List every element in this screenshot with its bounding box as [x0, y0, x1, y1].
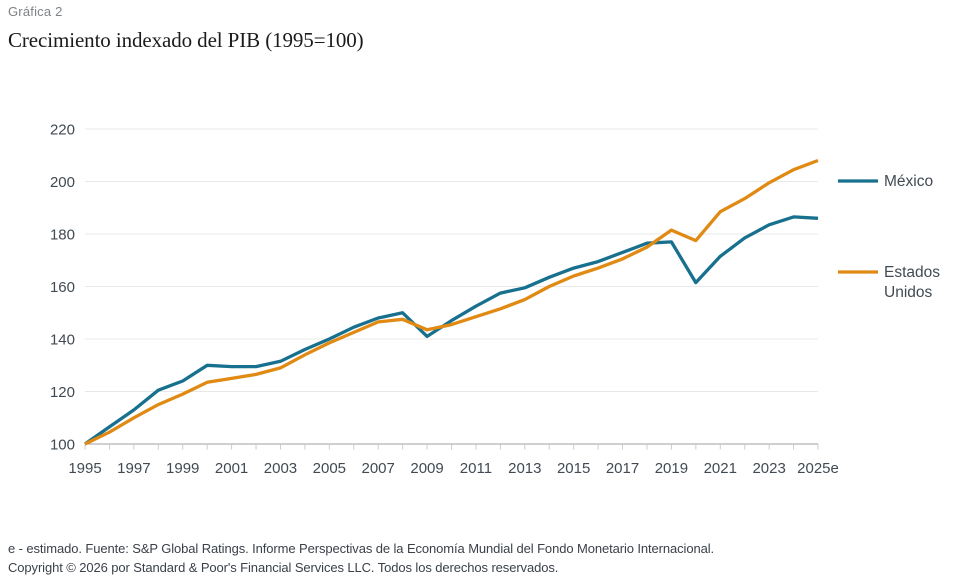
x-axis-tick-label: 2017 [606, 460, 639, 477]
x-axis-tick-label: 1995 [68, 460, 101, 477]
x-axis-tick-label: 2019 [655, 460, 688, 477]
legend-label: Unidos [884, 284, 932, 301]
x-axis-tick-label: 2011 [460, 460, 492, 477]
chart-footnote: e - estimado. Fuente: S&P Global Ratings… [8, 540, 714, 577]
y-axis-tick-label: 220 [50, 122, 75, 139]
x-axis-tick-label: 1997 [117, 460, 150, 477]
x-axis-tick-label: 2009 [410, 460, 443, 477]
y-axis-tick-label: 100 [50, 437, 75, 454]
line-chart-canvas: 100 120 140 160 180 200 220 1995 1997 1999 2001 200… [50, 122, 940, 478]
x-axis-tick-label: 1999 [166, 460, 199, 477]
x-axis-tick-label: 2013 [508, 460, 541, 477]
mxico-series-line [84, 215, 819, 446]
legend-label: México [884, 173, 933, 190]
x-axis-tick-label: 2001 [215, 460, 248, 477]
x-axis-tick-label: 2007 [362, 460, 395, 477]
source-note: e - estimado. Fuente: S&P Global Ratings… [8, 541, 715, 556]
legend-label: Estados [884, 264, 940, 281]
y-axis-labels: 100 120 140 160 180 200 220 [50, 122, 75, 454]
y-axis-tick-label: 200 [50, 174, 75, 191]
x-axis-tick-label: 2025e [797, 460, 839, 477]
x-axis-tick-label: 2005 [313, 460, 346, 477]
y-axis-tick-label: 120 [50, 384, 75, 401]
x-axis-tick-label: 2003 [264, 460, 297, 477]
legend-item: México [838, 173, 933, 190]
y-axis-tick-label: 140 [50, 332, 75, 349]
y-gridlines [85, 128, 818, 445]
x-axis-tick-label: 2021 [704, 460, 737, 477]
legend-item: Estados Unidos [838, 264, 940, 301]
estados-unidos-series-line [84, 158, 819, 446]
x-axis-labels: 1995 1997 1999 2001 2003 2005 2007 2009 2011 2013… [68, 460, 839, 477]
chart-number-label: Gráfica 2 [8, 4, 63, 19]
x-axis-ticks [84, 444, 819, 450]
x-axis-tick-label: 2015 [557, 460, 590, 477]
copyright-note: Copyright © 2026 por Standard & Poor's F… [8, 559, 559, 575]
gdp-indexed-line-chart: 100 120 140 160 180 200 220 1995 1997 1999 2001 200… [50, 122, 940, 478]
y-axis-tick-label: 160 [50, 279, 75, 296]
x-axis-tick-label: 2023 [752, 460, 785, 477]
chart-title: Crecimiento indexado del PIB (1995=100) [8, 28, 364, 52]
legend: México Estados Unidos [838, 173, 940, 301]
y-axis-tick-label: 180 [50, 227, 75, 244]
